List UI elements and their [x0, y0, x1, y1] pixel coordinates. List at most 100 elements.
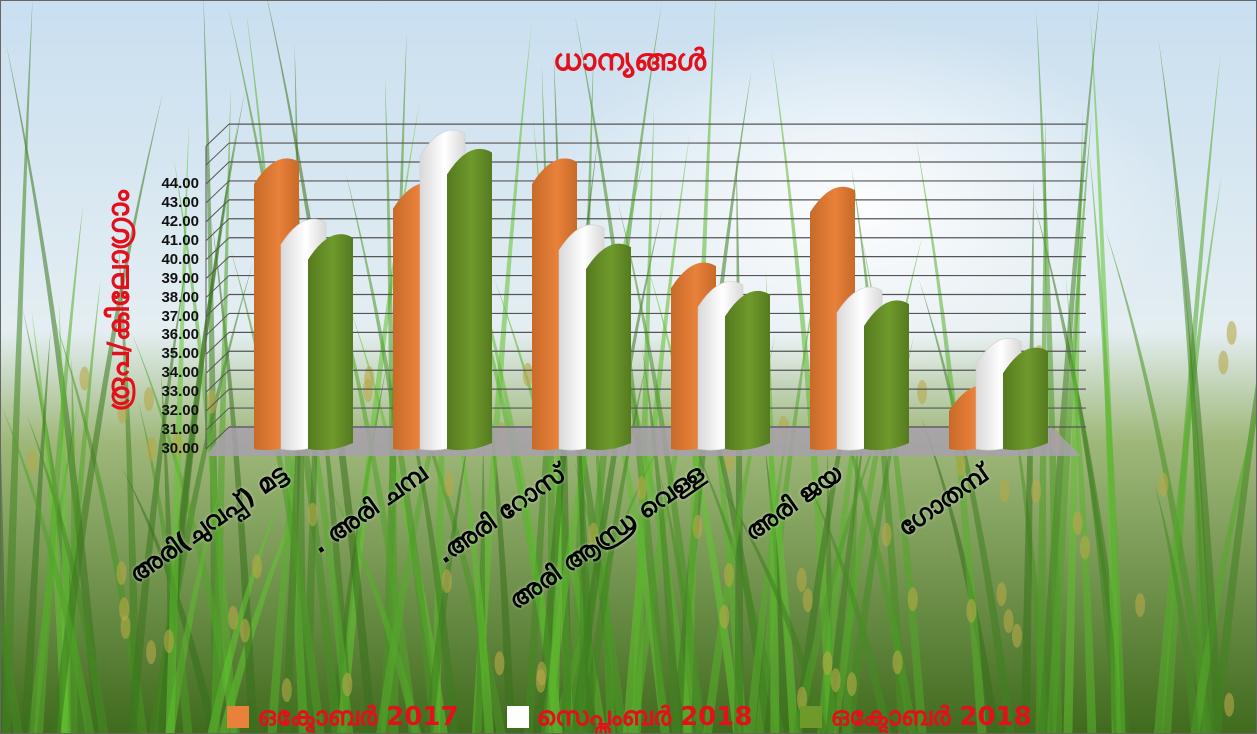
grain-cluster [636, 476, 647, 501]
y-tick-label: 34.00 [161, 364, 199, 382]
y-tick-label: 38.00 [161, 288, 199, 306]
bar-body [864, 300, 909, 451]
grain-cluster [1158, 472, 1169, 497]
legend-label: സെപ്തംബർ 2018 [536, 701, 753, 732]
grass-blade [117, 236, 141, 733]
bar [308, 234, 353, 451]
grain-cluster [802, 588, 813, 613]
grass-blade [918, 278, 1015, 733]
grain-cluster [966, 598, 977, 623]
grain-cluster [796, 567, 807, 592]
grass-blade [1158, 38, 1223, 733]
grain-cluster [342, 672, 353, 697]
gridline-depth [205, 218, 230, 242]
grass-blade [397, 359, 459, 733]
grass-blade [793, 286, 873, 733]
y-tick-label: 44.00 [161, 175, 199, 192]
legend-item-september-2018: സെപ്തംബർ 2018 [506, 701, 753, 733]
grain-cluster [996, 582, 1007, 607]
legend-swatch-green [800, 706, 823, 728]
grain-cluster [27, 449, 38, 474]
grass-blade [851, 165, 908, 733]
grain-cluster [494, 651, 505, 676]
grain-cluster [692, 514, 703, 539]
y-axis-label: രൂപ/കിലോഗ്രാം [101, 190, 137, 412]
y-tick-label: 32.00 [161, 402, 199, 420]
grain-cluster [117, 399, 128, 424]
bar [864, 300, 909, 451]
gridline-depth [205, 407, 230, 431]
grain-cluster [1079, 535, 1090, 560]
bar [586, 243, 631, 451]
bar [447, 148, 492, 451]
bar [725, 290, 770, 451]
grass-blade [138, 401, 193, 733]
gridline-depth [205, 350, 230, 374]
grain-cluster [719, 604, 730, 629]
bar [1003, 347, 1048, 451]
grass-blade [485, 373, 515, 733]
grass-blade [471, 23, 532, 733]
grass-blade [581, 359, 648, 733]
y-tick-label: 43.00 [161, 193, 199, 211]
grass-blade [628, 262, 717, 733]
grass-blade [532, 204, 623, 733]
grain-cluster [881, 522, 892, 547]
gridline-depth [205, 237, 230, 261]
grain-cluster [281, 678, 292, 703]
gridline-depth [205, 313, 230, 336]
grass-blade [817, 289, 877, 733]
gridline-depth [205, 180, 230, 204]
gridline-depth [205, 388, 230, 412]
legend-swatch-white [506, 706, 529, 728]
grass-blade [1190, 411, 1256, 733]
grain-cluster [1135, 592, 1146, 617]
grass-blade [808, 325, 917, 733]
grain-cluster [1224, 692, 1235, 717]
grass-blade [227, 6, 342, 733]
grain-cluster [917, 379, 928, 404]
grass-blade [631, 105, 655, 733]
gridline-depth [205, 256, 230, 280]
grain-cluster [723, 562, 734, 587]
grain-cluster [1226, 320, 1237, 345]
gridline-depth [205, 199, 230, 223]
grain-cluster [252, 554, 263, 579]
grass-blade [390, 343, 506, 733]
gridline-depth [205, 426, 230, 450]
grain-cluster [172, 431, 183, 456]
grass-blade [344, 169, 440, 733]
grain-cluster [163, 629, 174, 654]
grass-blade [540, 149, 647, 733]
grain-cluster [999, 478, 1010, 503]
grass-blade [1, 405, 95, 733]
grass-blade [564, 264, 596, 733]
grass-blade [703, 337, 775, 733]
grass-blade [1063, 109, 1083, 733]
grass-blade [1089, 149, 1126, 733]
chart-bars [254, 129, 1048, 451]
gridline-depth [205, 142, 230, 166]
grass-blade [550, 447, 659, 733]
grass-blade [1065, 277, 1097, 733]
grass-blade [1, 1, 33, 733]
grain-cluster [143, 387, 154, 412]
grass-blade [694, 279, 747, 733]
grain-cluster [146, 640, 157, 665]
y-tick-label: 37.00 [161, 307, 199, 325]
gridline-depth [205, 369, 230, 393]
grass-blade [1062, 312, 1123, 733]
legend-swatch-orange [227, 706, 250, 728]
grain-cluster [1011, 623, 1022, 648]
grass-blade [677, 292, 773, 733]
grass-blade [267, 192, 354, 733]
grain-cluster [1031, 479, 1042, 504]
grain-cluster [535, 668, 546, 693]
grass-blade [121, 466, 218, 733]
legend-label: ഒക്ടോബർ 2017 [257, 701, 459, 732]
grain-cluster [1072, 510, 1083, 535]
gridline-depth [205, 161, 230, 185]
y-tick-label: 31.00 [161, 421, 199, 439]
gridline-depth [205, 275, 230, 298]
